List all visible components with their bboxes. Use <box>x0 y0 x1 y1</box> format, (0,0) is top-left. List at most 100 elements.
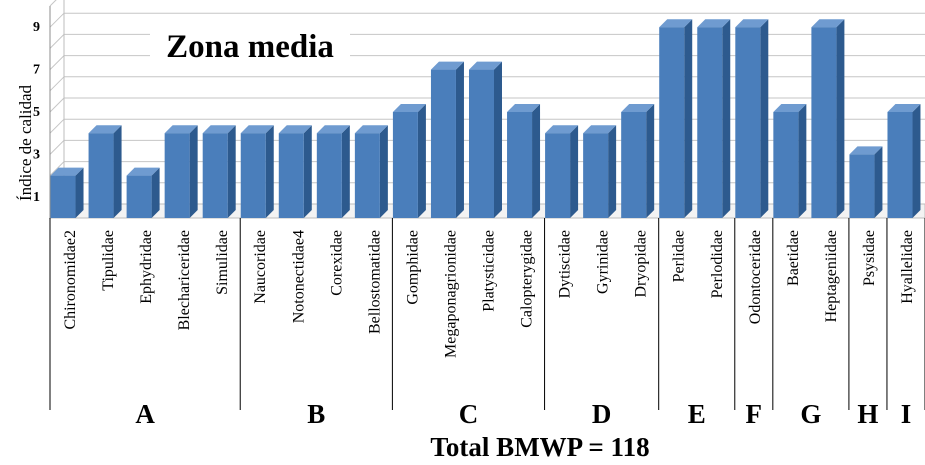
category-label: Ephydridae <box>138 230 155 304</box>
group-label: A <box>135 399 155 429</box>
group-label: G <box>800 399 821 429</box>
bar <box>392 104 426 218</box>
group-label: D <box>592 399 612 429</box>
category-label: Perlidae <box>671 230 688 282</box>
category-label: Heptageniidae <box>823 230 840 322</box>
bar-top <box>697 19 731 28</box>
bar-front <box>697 27 723 219</box>
bar-top <box>583 125 617 134</box>
gridline-depth <box>49 12 65 28</box>
bar-top <box>164 125 198 134</box>
group-label: H <box>857 399 878 429</box>
bar-side <box>189 125 198 218</box>
bar-top <box>278 125 312 134</box>
bar-top <box>240 125 274 134</box>
category-label: Odontoceridae <box>747 230 764 324</box>
category-label: Chironomidae2 <box>62 230 79 330</box>
bar <box>316 125 350 218</box>
y-axis-label: Índice de calidad <box>16 84 35 201</box>
group-label: B <box>307 399 325 429</box>
chart-title: Zona media <box>166 29 334 65</box>
bar <box>354 125 388 218</box>
bar-top <box>354 125 388 134</box>
bar <box>697 19 731 219</box>
bar-front <box>164 133 190 218</box>
bar-top <box>126 167 160 176</box>
chart-title-background <box>150 26 350 66</box>
bar <box>240 125 274 218</box>
bar-side <box>608 125 617 218</box>
gridline-depth <box>49 97 65 113</box>
bar-top <box>392 104 426 112</box>
bar <box>545 125 579 218</box>
bar-side <box>532 104 541 218</box>
category-label: Dytiscidae <box>557 230 574 298</box>
bar-front <box>507 112 533 218</box>
bar-top <box>88 125 122 134</box>
bar-top <box>469 61 502 70</box>
bar <box>202 125 236 218</box>
category-label: Tipulidae <box>100 230 117 291</box>
category-label: Corexidae <box>328 230 345 296</box>
bar-front <box>735 27 761 219</box>
category-label: Naucoridae <box>252 230 269 304</box>
bar-top <box>811 19 845 28</box>
bar <box>887 104 921 218</box>
y-tick-label: 9 <box>33 20 40 35</box>
category-label: Psysidae <box>861 230 878 286</box>
bars <box>50 19 921 219</box>
bar-front <box>316 133 342 218</box>
bar-top <box>50 167 84 176</box>
y-tick-label: 7 <box>33 63 40 78</box>
bar-top <box>887 104 921 112</box>
category-label: Gyrinidae <box>595 230 612 294</box>
bar-front <box>621 112 647 218</box>
bar-front <box>88 133 114 218</box>
category-label: Notonectidae4 <box>290 230 307 323</box>
group-label: I <box>901 399 912 429</box>
y-tick-labels: 1 3 5 7 9 <box>33 20 40 205</box>
bar-top <box>849 146 883 155</box>
bar-front <box>240 133 266 218</box>
bar-side <box>341 125 350 218</box>
bar-side <box>151 167 160 218</box>
total-bmwp-label: Total BMWP = 118 <box>430 432 649 462</box>
bar <box>773 104 807 218</box>
bar-front <box>849 154 875 218</box>
gridline-depth <box>49 0 57 7</box>
bar-side <box>75 167 84 218</box>
bar-side <box>303 125 312 218</box>
bar-front <box>50 175 76 218</box>
bar-top <box>316 125 350 134</box>
bar-front <box>773 112 799 218</box>
bar <box>430 61 464 218</box>
bar-top <box>659 19 693 28</box>
bar-front <box>354 133 380 218</box>
gridline-depth <box>49 118 65 134</box>
bar-front <box>545 133 571 218</box>
gridline-depth <box>49 161 65 176</box>
bar-side <box>874 146 883 218</box>
bar <box>811 19 845 219</box>
bar-side <box>684 19 693 219</box>
bar <box>164 125 198 218</box>
bar-top <box>735 19 769 28</box>
bar-top <box>545 125 579 134</box>
bar-side <box>646 104 655 218</box>
y-tick-label: 1 <box>33 190 40 205</box>
category-label: Megaponagrionidae <box>442 230 459 358</box>
bar <box>849 146 883 218</box>
bar-front <box>469 69 494 218</box>
gridline-depth <box>49 34 65 49</box>
bar <box>126 167 160 218</box>
bar-top <box>202 125 236 134</box>
gridline-depth <box>49 55 65 70</box>
bar-side <box>912 104 921 218</box>
category-label: Calopterygidae <box>519 230 536 328</box>
bar-side <box>722 19 731 219</box>
bar-front <box>126 175 152 218</box>
bar-side <box>227 125 236 218</box>
bar-side <box>379 125 388 218</box>
bar-side <box>570 125 579 218</box>
bar <box>469 61 502 218</box>
